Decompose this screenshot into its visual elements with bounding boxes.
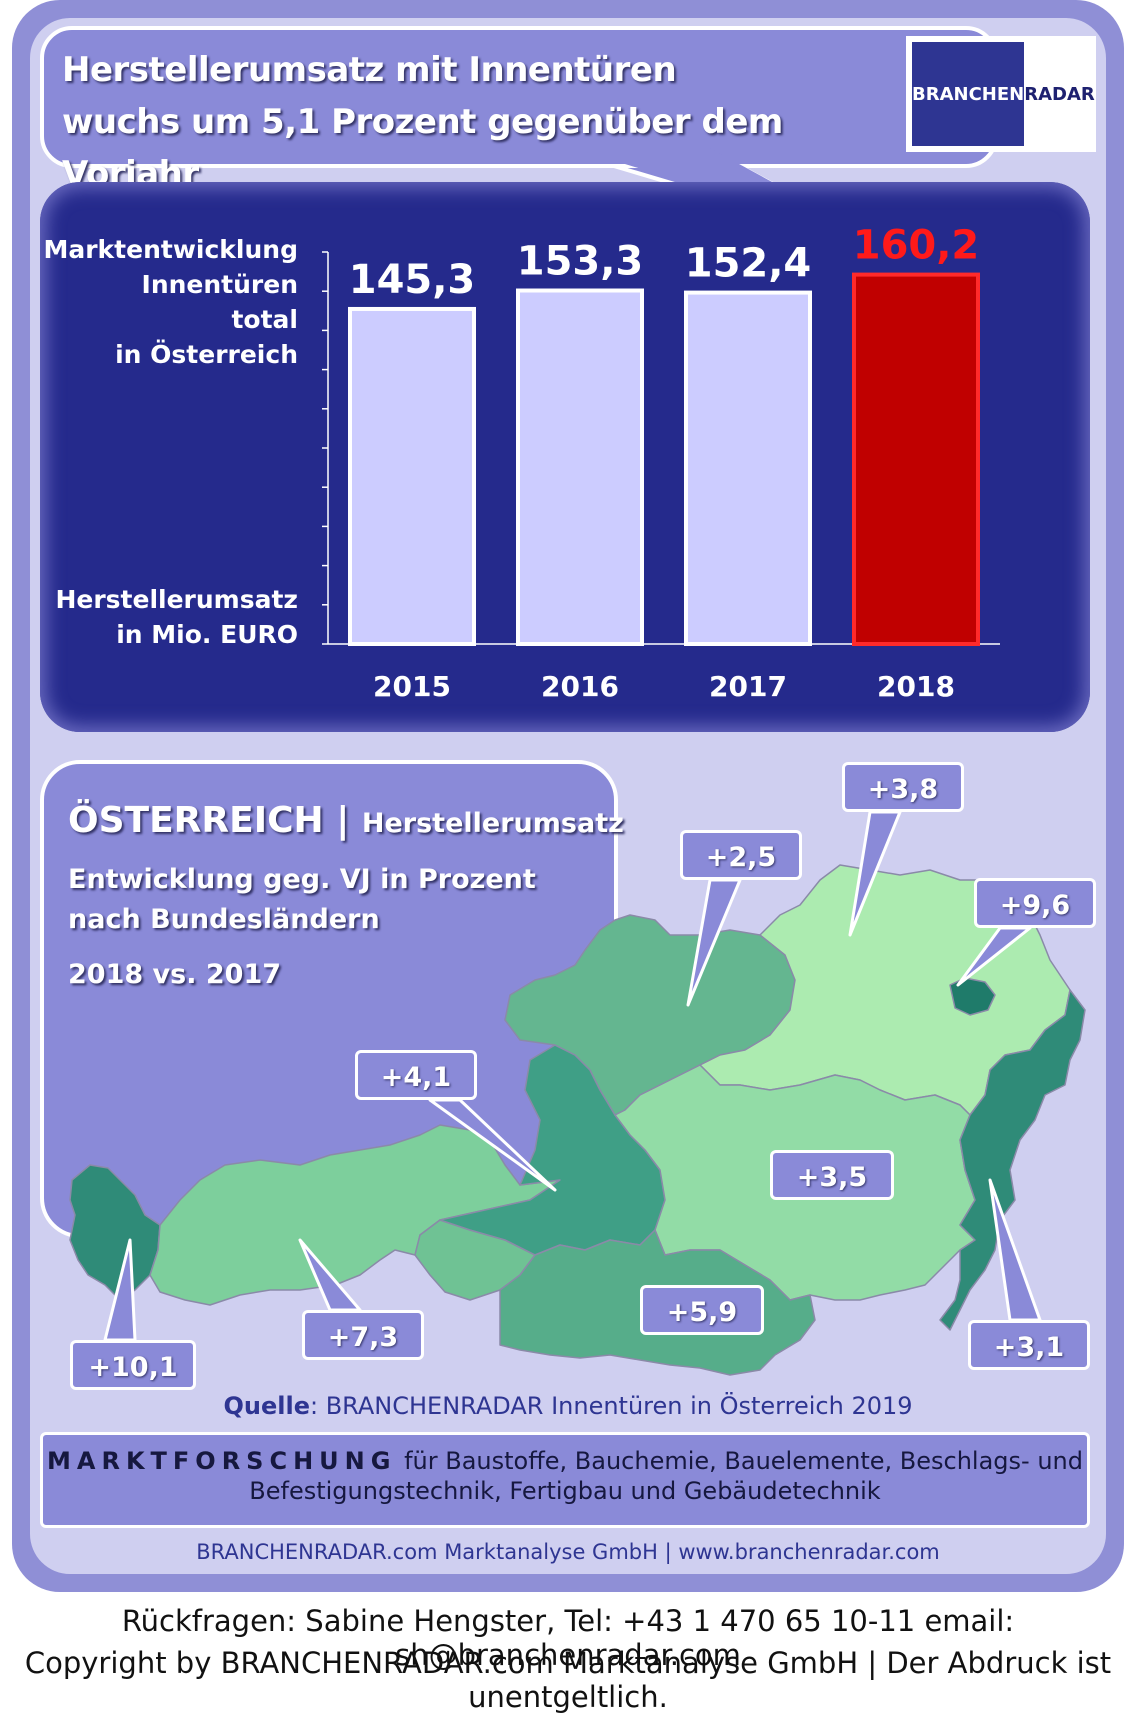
contact-line: Rückfragen: Sabine Hengster, Tel: +43 1 … bbox=[121, 1604, 1015, 1672]
logo-part2: RADAR bbox=[1024, 84, 1095, 105]
marktforschung-line2: Befestigungstechnik, Fertigbau und Gebäu… bbox=[249, 1477, 881, 1505]
x-label-2018: 2018 bbox=[877, 670, 955, 703]
callout-pointer-salzburg bbox=[428, 1098, 557, 1192]
unit-line2: in Mio. EURO bbox=[116, 620, 298, 649]
bar-2018 bbox=[852, 272, 980, 646]
branchenradar-logo: BRANCHENRADAR bbox=[906, 36, 1096, 152]
marktforschung-box: MARKTFORSCHUNG für Baustoffe, Bauchemie,… bbox=[40, 1432, 1090, 1528]
headline-bubble bbox=[40, 26, 998, 168]
ylabel-line2: Innentüren bbox=[141, 270, 298, 299]
logo-box bbox=[912, 42, 1024, 146]
copyright-line: Copyright by BRANCHENRADAR.com Marktanal… bbox=[24, 1646, 1112, 1714]
callout-burgenland: +3,1 bbox=[968, 1320, 1090, 1370]
logo-part1: BRANCHEN bbox=[912, 84, 1025, 105]
callout-pointer-oberoesterreich bbox=[686, 878, 742, 1007]
region-vorarlberg bbox=[69, 1164, 161, 1301]
chart-label-area: Marktentwicklung Innentüren total in Öst… bbox=[40, 230, 298, 649]
callout-pointer-wien bbox=[956, 926, 1032, 987]
ylabel-line4: in Österreich bbox=[115, 340, 298, 369]
map-period: 2018 vs. 2017 bbox=[68, 959, 282, 990]
source-text: : BRANCHENRADAR Innentüren in Österreich… bbox=[309, 1392, 913, 1420]
marktforschung-rest: für Baustoffe, Bauchemie, Bauelemente, B… bbox=[396, 1447, 1083, 1475]
marktforschung-keyword: MARKTFORSCHUNG bbox=[47, 1447, 397, 1475]
ylabel-line1: Marktentwicklung bbox=[43, 235, 298, 264]
callout-steiermark: +3,5 bbox=[770, 1150, 894, 1200]
map-title-main: ÖSTERREICH | bbox=[68, 800, 350, 841]
map-subtitle-line2: nach Bundesländern bbox=[68, 904, 380, 935]
austria-map bbox=[69, 810, 1086, 1376]
map-title-sub: Herstellerumsatz bbox=[361, 808, 624, 839]
value-label-2015: 145,3 bbox=[349, 257, 476, 303]
map-title: ÖSTERREICH | Herstellerumsatz bbox=[68, 800, 624, 841]
value-label-2017: 152,4 bbox=[685, 241, 812, 287]
callout-vorarlberg: +10,1 bbox=[70, 1340, 196, 1390]
region-burgenland bbox=[939, 989, 1086, 1331]
map-subtitle-line1: Entwicklung geg. VJ in Prozent bbox=[68, 864, 536, 895]
bar-chart: 145,3 2015 153,3 2016 152,4 2017 160,2 2018 bbox=[322, 223, 1000, 703]
chart-unit-label: Herstellerumsatz in Mio. EURO bbox=[55, 582, 298, 652]
map-subtitle: Entwicklung geg. VJ in Prozent nach Bund… bbox=[68, 860, 536, 940]
callout-wien: +9,6 bbox=[974, 878, 1096, 928]
company-line: BRANCHENRADAR.com Marktanalyse GmbH | ww… bbox=[196, 1540, 940, 1564]
x-label-2015: 2015 bbox=[373, 670, 451, 703]
headline-line1: Herstellerumsatz mit Innentüren bbox=[62, 50, 677, 90]
ylabel-line3: total bbox=[231, 305, 298, 334]
callout-niederoesterreich: +3,8 bbox=[842, 762, 964, 812]
chart-ylabel: Marktentwicklung Innentüren total in Öst… bbox=[43, 232, 298, 372]
callout-salzburg: +4,1 bbox=[355, 1050, 477, 1100]
callout-tirol: +7,3 bbox=[302, 1310, 424, 1360]
bar-2017 bbox=[684, 290, 812, 646]
callout-pointer-niederoesterreich bbox=[848, 810, 902, 937]
x-label-2016: 2016 bbox=[541, 670, 619, 703]
bar-2015 bbox=[348, 306, 476, 646]
logo-text: BRANCHENRADAR bbox=[912, 84, 1095, 105]
bar-2016 bbox=[516, 288, 644, 646]
unit-line1: Herstellerumsatz bbox=[55, 585, 298, 614]
headline: Herstellerumsatz mit Innentüren wuchs um… bbox=[62, 44, 842, 200]
callout-oberoesterreich: +2,5 bbox=[680, 830, 802, 880]
value-label-2018: 160,2 bbox=[853, 223, 980, 269]
marktforschung-line1: MARKTFORSCHUNG für Baustoffe, Bauchemie,… bbox=[43, 1447, 1087, 1475]
x-label-2017: 2017 bbox=[709, 670, 787, 703]
source-label: Quelle bbox=[223, 1392, 310, 1420]
source-line: Quelle: BRANCHENRADAR Innentüren in Öste… bbox=[0, 1392, 1136, 1420]
callout-kaernten: +5,9 bbox=[640, 1285, 764, 1335]
value-label-2016: 153,3 bbox=[517, 239, 644, 285]
